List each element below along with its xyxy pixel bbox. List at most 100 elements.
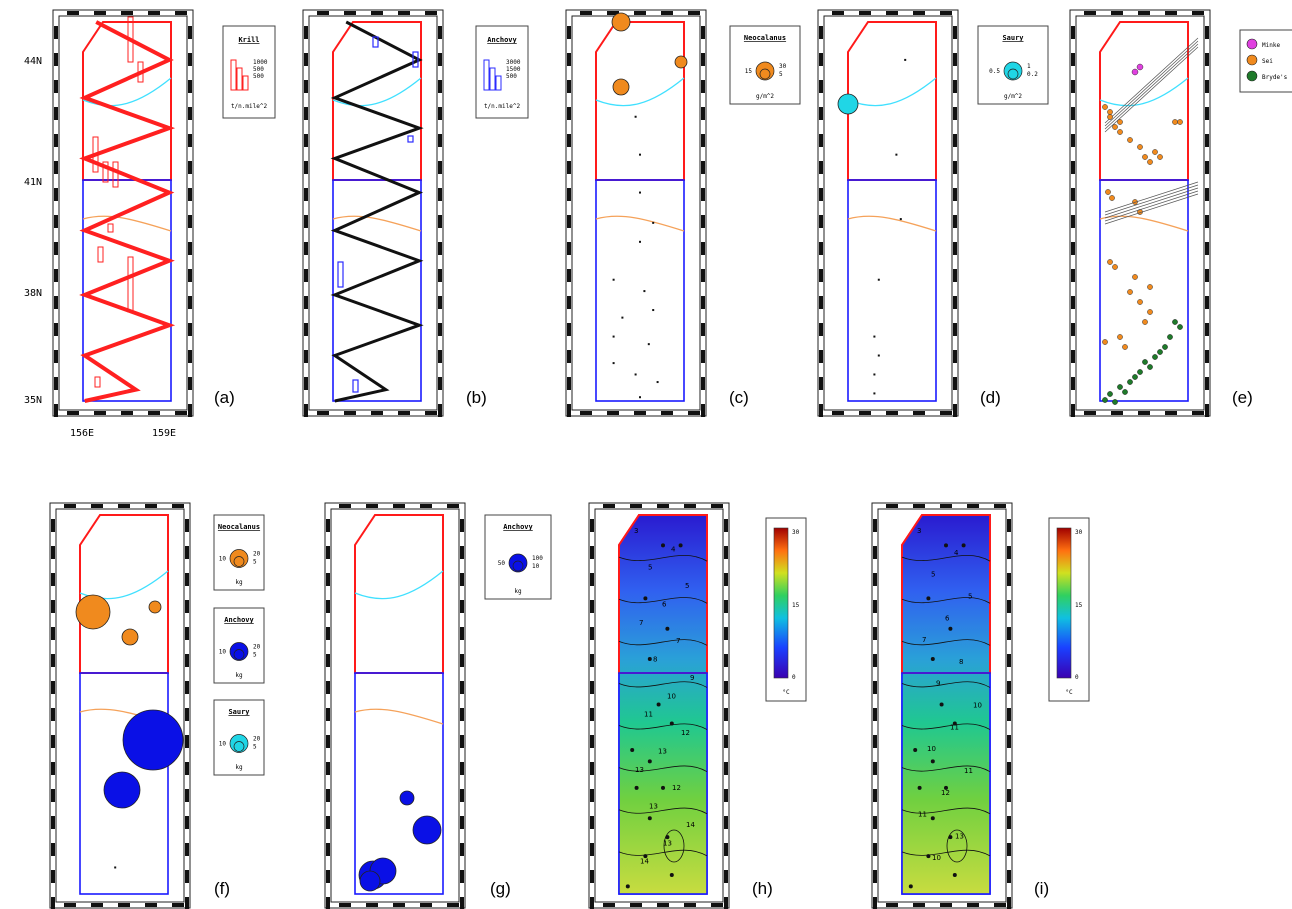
frame-tick <box>724 816 728 829</box>
krill-survey-track <box>79 20 176 403</box>
sei-sighting <box>1127 137 1133 143</box>
frame-tick <box>724 870 728 883</box>
isotherm-contour <box>618 639 708 646</box>
frame-tick <box>688 411 700 415</box>
frame-tick <box>819 53 823 66</box>
map-panel-6 <box>49 502 191 909</box>
frame-tick <box>953 80 957 93</box>
frame-tick <box>67 11 79 15</box>
frame-tick <box>724 600 728 613</box>
neocalanus-catch-circle <box>611 12 631 32</box>
frame-tick <box>51 789 55 802</box>
frame-tick <box>567 107 571 120</box>
frame-tick <box>371 411 383 415</box>
frame-tick <box>460 546 464 559</box>
legend-value: 20 <box>253 644 261 651</box>
frame-tick <box>51 897 55 909</box>
sampling-station <box>652 221 655 224</box>
subarctic-front-line <box>354 570 444 600</box>
subtropical-front-line <box>354 708 444 725</box>
frame-tick <box>185 600 189 613</box>
frame-tick <box>393 903 405 907</box>
frame-tick <box>567 134 571 147</box>
frame-tick <box>188 215 192 228</box>
frame-tick <box>188 134 192 147</box>
frame-tick <box>54 269 58 282</box>
contour-label: 6 <box>945 614 950 622</box>
ctd-station <box>669 873 674 878</box>
sei-sighting <box>1152 149 1158 155</box>
frame-tick <box>304 296 308 309</box>
frame-tick <box>1071 134 1075 147</box>
krill-density-bar <box>107 223 114 233</box>
frame-tick <box>724 843 728 856</box>
frame-tick <box>590 870 594 883</box>
frame-tick <box>953 404 957 417</box>
ctd-station <box>665 835 670 840</box>
legend-value: 5 <box>253 744 257 751</box>
frame-tick <box>873 654 877 667</box>
frame-tick <box>460 681 464 694</box>
map-panel-5 <box>1069 9 1211 417</box>
legend-circle-small <box>1007 68 1019 80</box>
frame-tick <box>701 188 705 201</box>
isotherm-contour <box>618 597 708 604</box>
frame-tick <box>701 107 705 120</box>
frame-tick <box>438 80 442 93</box>
sei-sighting <box>1157 154 1163 160</box>
frame-tick <box>438 53 442 66</box>
neocalanus-catch-circle <box>75 594 111 630</box>
frame-tick <box>873 897 877 909</box>
frame-tick <box>1205 323 1209 336</box>
frame-tick <box>326 762 330 775</box>
frame-tick <box>701 134 705 147</box>
frame-tick <box>1007 843 1011 856</box>
frame-tick <box>51 708 55 721</box>
frame-tick <box>819 188 823 201</box>
frame-tick <box>425 411 437 415</box>
frame-tick <box>54 26 58 39</box>
frame-tick <box>326 654 330 667</box>
ctd-station <box>944 543 948 548</box>
frame-tick <box>304 323 308 336</box>
ctd-station <box>647 816 652 821</box>
frame-tick <box>185 897 189 909</box>
legend-title: Neocalanus <box>744 34 786 42</box>
subtropical-front-line <box>332 215 422 232</box>
frame-tick <box>819 134 823 147</box>
frame-tick <box>51 654 55 667</box>
frame-tick <box>304 161 308 174</box>
ctd-station <box>661 785 665 790</box>
frame-tick <box>326 600 330 613</box>
frame-tick <box>326 735 330 748</box>
frame-tick <box>121 11 133 15</box>
frame-tick <box>940 411 952 415</box>
frame-tick <box>819 242 823 255</box>
subtropical-front-line <box>847 215 937 232</box>
bryde-sighting <box>1122 389 1128 395</box>
frame-tick <box>185 654 189 667</box>
legend-bar <box>495 75 502 91</box>
legend-value: 10 <box>219 649 227 656</box>
search-effort-line <box>1104 46 1199 133</box>
legend-title: Anchovy <box>503 523 533 531</box>
bryde-sighting <box>1172 319 1178 325</box>
frame-tick <box>51 762 55 775</box>
map-panel-3 <box>565 9 707 417</box>
legend-value: 0.2 <box>1027 71 1038 78</box>
latitude-tick-label: 44N <box>24 56 42 67</box>
ctd-station <box>661 543 665 548</box>
sei-sighting <box>1105 189 1111 195</box>
frame-tick <box>188 269 192 282</box>
frame-tick <box>1205 242 1209 255</box>
frame-tick <box>701 323 705 336</box>
frame-tick <box>873 789 877 802</box>
frame-tick <box>438 215 442 228</box>
frame-tick <box>1205 107 1209 120</box>
frame-tick <box>873 627 877 640</box>
isotherm-contour <box>901 807 991 815</box>
frame-tick <box>1071 188 1075 201</box>
contour-label: 7 <box>922 636 926 644</box>
frame-tick <box>54 134 58 147</box>
